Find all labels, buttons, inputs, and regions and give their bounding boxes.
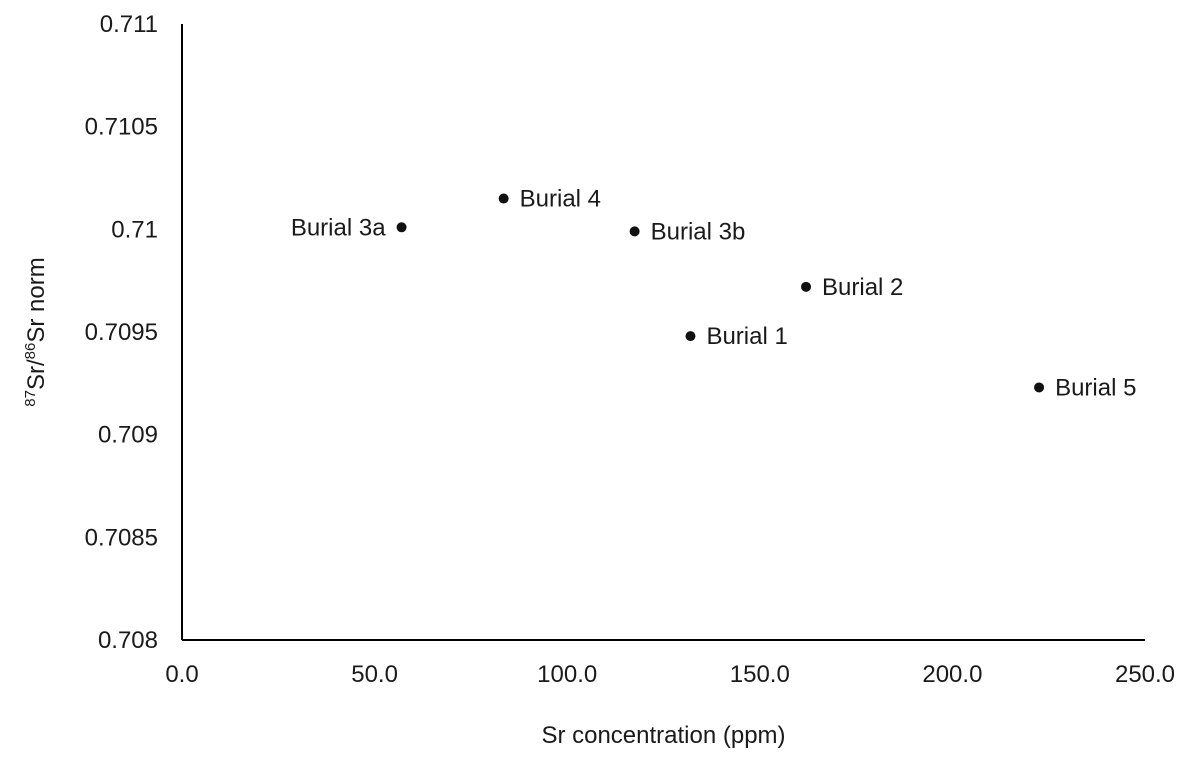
data-point (629, 226, 640, 237)
y-axis-title-part2: Sr norm (23, 257, 50, 342)
data-point (396, 222, 407, 233)
y-tick-label: 0.711 (100, 11, 158, 38)
x-tick-label: 200.0 (922, 661, 982, 688)
data-point-label: Burial 1 (706, 323, 787, 350)
y-tick-label: 0.7095 (85, 319, 158, 346)
x-tick-label: 50.0 (351, 661, 398, 688)
y-axis-title-part1: Sr/ (23, 359, 50, 390)
data-point (498, 193, 509, 204)
y-axis-title-sup-87: 87 (22, 390, 39, 407)
data-point-label: Burial 2 (822, 274, 903, 301)
data-point (801, 281, 812, 292)
data-point-label: Burial 3b (651, 218, 746, 245)
y-tick-labels: 0.708 0.7085 0.709 0.7095 0.71 0.7105 0.711 (85, 11, 158, 654)
y-axis-title: 87Sr/86Sr norm (22, 257, 50, 406)
y-tick-label: 0.709 (98, 422, 158, 449)
data-point (1034, 382, 1045, 393)
x-tick-label: 250.0 (1115, 661, 1175, 688)
y-tick-label: 0.7085 (85, 524, 158, 551)
y-tick-label: 0.71 (111, 216, 158, 243)
data-points: Burial 3a Burial 4 Burial 3b Burial 2 Burial… (291, 186, 1137, 402)
data-point-label: Burial 3a (291, 214, 386, 241)
x-tick-label: 150.0 (730, 661, 790, 688)
data-point (685, 331, 696, 342)
y-tick-label: 0.7105 (85, 114, 158, 141)
x-tick-labels: 0.0 50.0 100.0 150.0 200.0 250.0 (165, 661, 1175, 688)
x-axis-title: Sr concentration (ppm) (541, 722, 785, 749)
y-tick-label: 0.708 (98, 627, 158, 654)
data-point-label: Burial 5 (1055, 374, 1136, 401)
x-tick-label: 100.0 (537, 661, 597, 688)
axes (181, 24, 1145, 641)
y-axis-title-sup-86: 86 (22, 343, 39, 360)
x-tick-label: 0.0 (165, 661, 198, 688)
data-point-label: Burial 4 (520, 186, 601, 213)
